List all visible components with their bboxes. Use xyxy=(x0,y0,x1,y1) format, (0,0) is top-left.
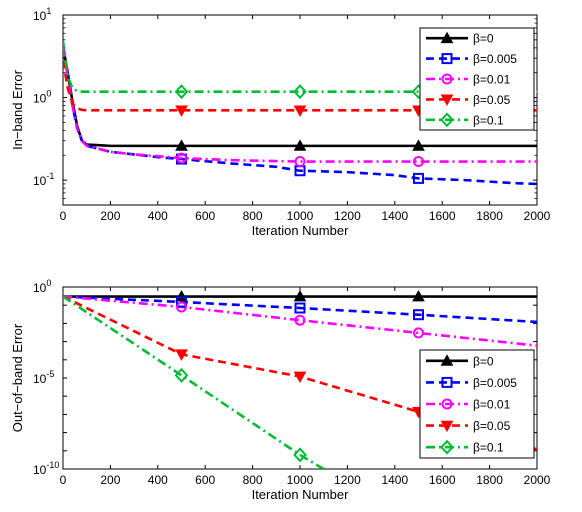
x-axis-label: Iteration Number xyxy=(252,487,349,502)
legend-label: β=0 xyxy=(473,354,494,368)
legend-marker xyxy=(440,112,454,128)
data-point-marker xyxy=(176,301,187,313)
x-tick-label: 1200 xyxy=(334,473,361,487)
x-tick-label: 800 xyxy=(243,209,263,223)
y-tick-exponent: 0 xyxy=(46,278,51,288)
y-tick-base: 10 xyxy=(33,463,47,477)
series-line-4 xyxy=(63,60,537,112)
y-tick-exponent: -5 xyxy=(46,369,54,379)
x-tick-label: 1600 xyxy=(429,473,456,487)
y-tick-exponent: 0 xyxy=(46,89,51,99)
data-point-marker xyxy=(175,349,188,361)
x-axis-label: Iteration Number xyxy=(252,223,349,238)
data-point-marker xyxy=(294,314,306,326)
legend: β=0 β=0.005 β=0.01 β=0.05 β=0.1 xyxy=(419,349,535,459)
legend-marker xyxy=(440,439,454,455)
y-tick-exponent: -10 xyxy=(46,460,59,470)
data-point-marker xyxy=(174,367,189,383)
x-tick-label: 1800 xyxy=(476,473,503,487)
data-point-marker xyxy=(412,139,425,151)
data-point-marker xyxy=(413,172,424,184)
data-point-marker xyxy=(293,371,307,384)
y-tick-label: 10-5 xyxy=(33,369,54,386)
x-tick-label: 1400 xyxy=(381,473,408,487)
legend-marker xyxy=(440,354,454,366)
legend-label: β=0.05 xyxy=(473,93,511,107)
legend-marker xyxy=(441,376,453,388)
series-line-3 xyxy=(63,47,537,163)
x-tick-label: 1000 xyxy=(287,473,314,487)
data-point-marker xyxy=(293,84,307,100)
y-tick-label: 100 xyxy=(33,89,51,106)
data-point-marker xyxy=(176,152,187,164)
y-tick-exponent: -1 xyxy=(46,171,54,181)
data-point-marker xyxy=(412,289,425,302)
series-line-3 xyxy=(63,295,537,347)
x-tick-label: 1600 xyxy=(429,209,456,223)
y-tick-base: 10 xyxy=(33,9,47,23)
y-tick-label: 10-1 xyxy=(33,171,54,188)
legend: β=0 β=0.005 β=0.01 β=0.05 β=0.1 xyxy=(419,27,535,131)
x-tick-label: 400 xyxy=(148,209,168,223)
x-tick-label: 2000 xyxy=(524,473,551,487)
data-point-marker xyxy=(293,139,307,151)
legend-marker xyxy=(440,31,454,44)
legend-marker xyxy=(440,94,454,106)
x-tick-label: 1000 xyxy=(287,209,314,223)
y-tick-label: 100 xyxy=(33,278,51,295)
y-axis-label: In−band Error xyxy=(10,69,25,150)
legend-marker xyxy=(440,420,454,433)
x-tick-label: 1800 xyxy=(476,209,503,223)
data-point-marker xyxy=(293,289,307,302)
x-tick-label: 1200 xyxy=(334,209,361,223)
legend-marker xyxy=(441,53,453,65)
y-axis-label: Out−of−band Error xyxy=(10,323,25,432)
series-line-2 xyxy=(63,295,537,324)
x-tick-label: 2000 xyxy=(524,209,551,223)
legend-label: β=0.1 xyxy=(473,113,504,127)
legend-label: β=0 xyxy=(473,32,494,46)
y-tick-base: 10 xyxy=(33,281,47,295)
x-tick-label: 200 xyxy=(100,209,120,223)
y-tick-base: 10 xyxy=(33,372,47,386)
legend-label: β=0.1 xyxy=(473,441,504,455)
x-tick-label: 600 xyxy=(195,209,215,223)
series-line-5 xyxy=(63,295,325,469)
data-point-marker xyxy=(293,447,307,463)
x-tick-label: 0 xyxy=(60,209,67,223)
data-point-marker xyxy=(294,302,306,314)
y-tick-base: 10 xyxy=(33,174,47,188)
data-point-marker xyxy=(175,105,188,117)
chart-panel-2: 0 200 400 600 800 1000 1200 1400 1600 1800 200010-… xyxy=(10,278,551,502)
legend-marker xyxy=(441,398,453,410)
legend-label: β=0.005 xyxy=(473,376,517,390)
legend-label: β=0.01 xyxy=(473,73,511,87)
y-tick-label: 10-10 xyxy=(33,460,59,477)
data-point-marker xyxy=(176,296,187,308)
data-point-marker xyxy=(175,139,188,151)
series-line-5 xyxy=(63,41,537,93)
x-tick-label: 800 xyxy=(243,473,263,487)
data-point-marker xyxy=(413,156,424,168)
x-tick-label: 400 xyxy=(148,473,168,487)
legend-label: β=0.005 xyxy=(473,52,517,66)
data-point-marker xyxy=(294,156,306,168)
legend-label: β=0.01 xyxy=(473,398,511,412)
y-tick-base: 10 xyxy=(33,92,47,106)
chart-panel-1: 0 200 400 600 800 1000 1200 1400 1600 1800 200010-… xyxy=(10,6,551,238)
legend-marker xyxy=(441,73,453,85)
data-point-marker xyxy=(413,327,424,339)
x-tick-label: 200 xyxy=(100,473,120,487)
x-tick-label: 1400 xyxy=(381,209,408,223)
data-point-marker xyxy=(174,84,189,100)
data-point-marker xyxy=(413,309,424,321)
x-tick-label: 0 xyxy=(60,473,67,487)
y-tick-exponent: 1 xyxy=(46,6,51,16)
y-tick-label: 101 xyxy=(33,6,51,23)
legend-label: β=0.05 xyxy=(473,419,511,433)
data-point-marker xyxy=(293,105,307,117)
x-tick-label: 600 xyxy=(195,473,215,487)
